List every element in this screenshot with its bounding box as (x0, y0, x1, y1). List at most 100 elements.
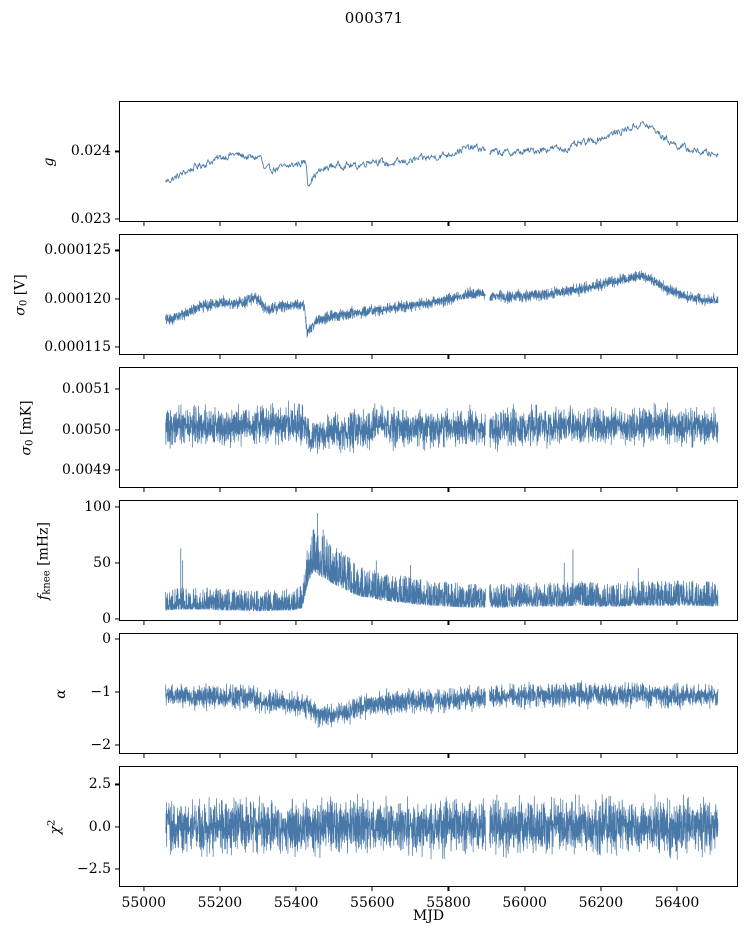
data-trace (489, 580, 719, 608)
x-tick-mark (524, 754, 526, 758)
x-tick-mark (600, 754, 602, 758)
x-tick-mark (447, 621, 450, 625)
x-tick-mark (143, 488, 145, 492)
x-tick-mark (219, 621, 221, 625)
y-tick-mark (115, 618, 119, 620)
y-tick-mark (115, 783, 119, 786)
x-tick-mark (143, 621, 145, 625)
x-tick-label: 56400 (654, 895, 700, 911)
data-trace (165, 683, 486, 729)
y-tick-mark (115, 469, 119, 471)
x-tick-label: 56200 (578, 895, 624, 911)
x-tick-mark (600, 488, 602, 492)
data-trace (489, 680, 719, 711)
x-tick-mark (600, 222, 602, 226)
data-trace (165, 529, 486, 612)
panel-alpha-plot (165, 680, 719, 729)
data-trace (165, 793, 486, 860)
y-tick-mark (115, 691, 119, 693)
panel-fknee (119, 500, 738, 621)
panel-g-plot (165, 121, 719, 187)
y-tick-label: 100 (84, 498, 111, 515)
panel-g (119, 101, 738, 222)
x-tick-mark (676, 621, 678, 625)
x-tick-mark (676, 222, 678, 226)
x-tick-mark (219, 488, 221, 492)
y-tick-mark (115, 346, 119, 348)
x-tick-label: 56000 (502, 895, 547, 911)
panel-sigma0-v-frame (119, 234, 738, 355)
y-tick-label: 0.0051 (62, 381, 111, 398)
x-tick-mark (524, 488, 526, 492)
x-tick-mark (676, 355, 678, 359)
panel-fknee-frame (119, 500, 738, 621)
x-tick-mark (524, 887, 526, 891)
y-tick-label: 0.0050 (62, 421, 111, 438)
y-tick-label: 0.024 (70, 143, 111, 160)
y-tick-mark (115, 867, 119, 870)
x-tick-mark (371, 488, 373, 492)
x-tick-label: 55400 (273, 895, 319, 911)
panel-sigma0-mk-frame (119, 367, 738, 488)
y-tick-mark (115, 218, 119, 220)
x-tick-mark (219, 754, 221, 758)
x-tick-mark (295, 754, 297, 758)
y-tick-mark (115, 825, 119, 828)
panel-fknee-plot (165, 513, 719, 612)
x-tick-mark (676, 488, 678, 492)
y-tick-label: 2.5 (88, 776, 111, 793)
y-tick-mark (115, 298, 119, 300)
panel-g-frame (119, 101, 738, 222)
y-tick-mark (115, 743, 119, 746)
y-tick-mark (115, 638, 119, 640)
y-tick-label: 0.000120 (44, 290, 111, 307)
y-tick-label: 0.000115 (44, 339, 111, 356)
x-tick-mark (524, 621, 526, 625)
panel-chi2-frame (119, 766, 738, 887)
panel-alpha (119, 633, 738, 754)
panel-alpha-frame (119, 633, 738, 754)
x-tick-mark (219, 222, 221, 226)
x-tick-mark (295, 222, 297, 226)
y-tick-label: −1 (90, 683, 111, 700)
x-tick-mark (524, 355, 526, 359)
x-tick-mark (524, 222, 526, 226)
x-tick-mark (600, 621, 602, 625)
panel-sigma0-v (119, 234, 738, 355)
x-tick-mark (143, 887, 145, 891)
x-tick-mark (600, 887, 602, 891)
x-tick-mark (371, 754, 373, 758)
data-trace (489, 402, 719, 452)
figure-title: 000371 (344, 9, 404, 27)
y-tick-label: 0.0049 (62, 461, 111, 478)
y-tick-label: 0.0 (88, 818, 111, 835)
y-tick-label: −2 (90, 736, 111, 753)
y-tick-label: 0 (102, 631, 111, 648)
x-tick-mark (447, 754, 450, 758)
x-tick-mark (371, 355, 373, 359)
y-tick-mark (115, 506, 119, 508)
x-tick-mark (600, 355, 602, 359)
x-tick-mark (143, 355, 145, 359)
x-axis-label: MJD (412, 908, 445, 924)
y-tick-mark (115, 428, 119, 431)
y-tick-label: −2.5 (77, 860, 111, 877)
panel-chi2 (119, 766, 738, 887)
panel-g-ylabel: g (41, 157, 57, 166)
x-tick-mark (219, 887, 221, 891)
data-trace (165, 400, 486, 455)
x-tick-mark (219, 355, 221, 359)
x-tick-mark (371, 887, 373, 891)
panel-chi2-plot (165, 793, 719, 860)
data-trace (489, 121, 719, 158)
data-trace (489, 270, 719, 307)
y-tick-label: 0.000125 (44, 242, 111, 259)
x-tick-mark (447, 488, 450, 492)
x-tick-label: 55800 (426, 895, 471, 911)
panel-sigma0-mk-plot (165, 400, 719, 455)
y-tick-mark (115, 249, 119, 251)
x-tick-label: 55600 (350, 895, 395, 911)
x-tick-mark (371, 621, 373, 625)
y-tick-label: 0.023 (70, 210, 111, 227)
